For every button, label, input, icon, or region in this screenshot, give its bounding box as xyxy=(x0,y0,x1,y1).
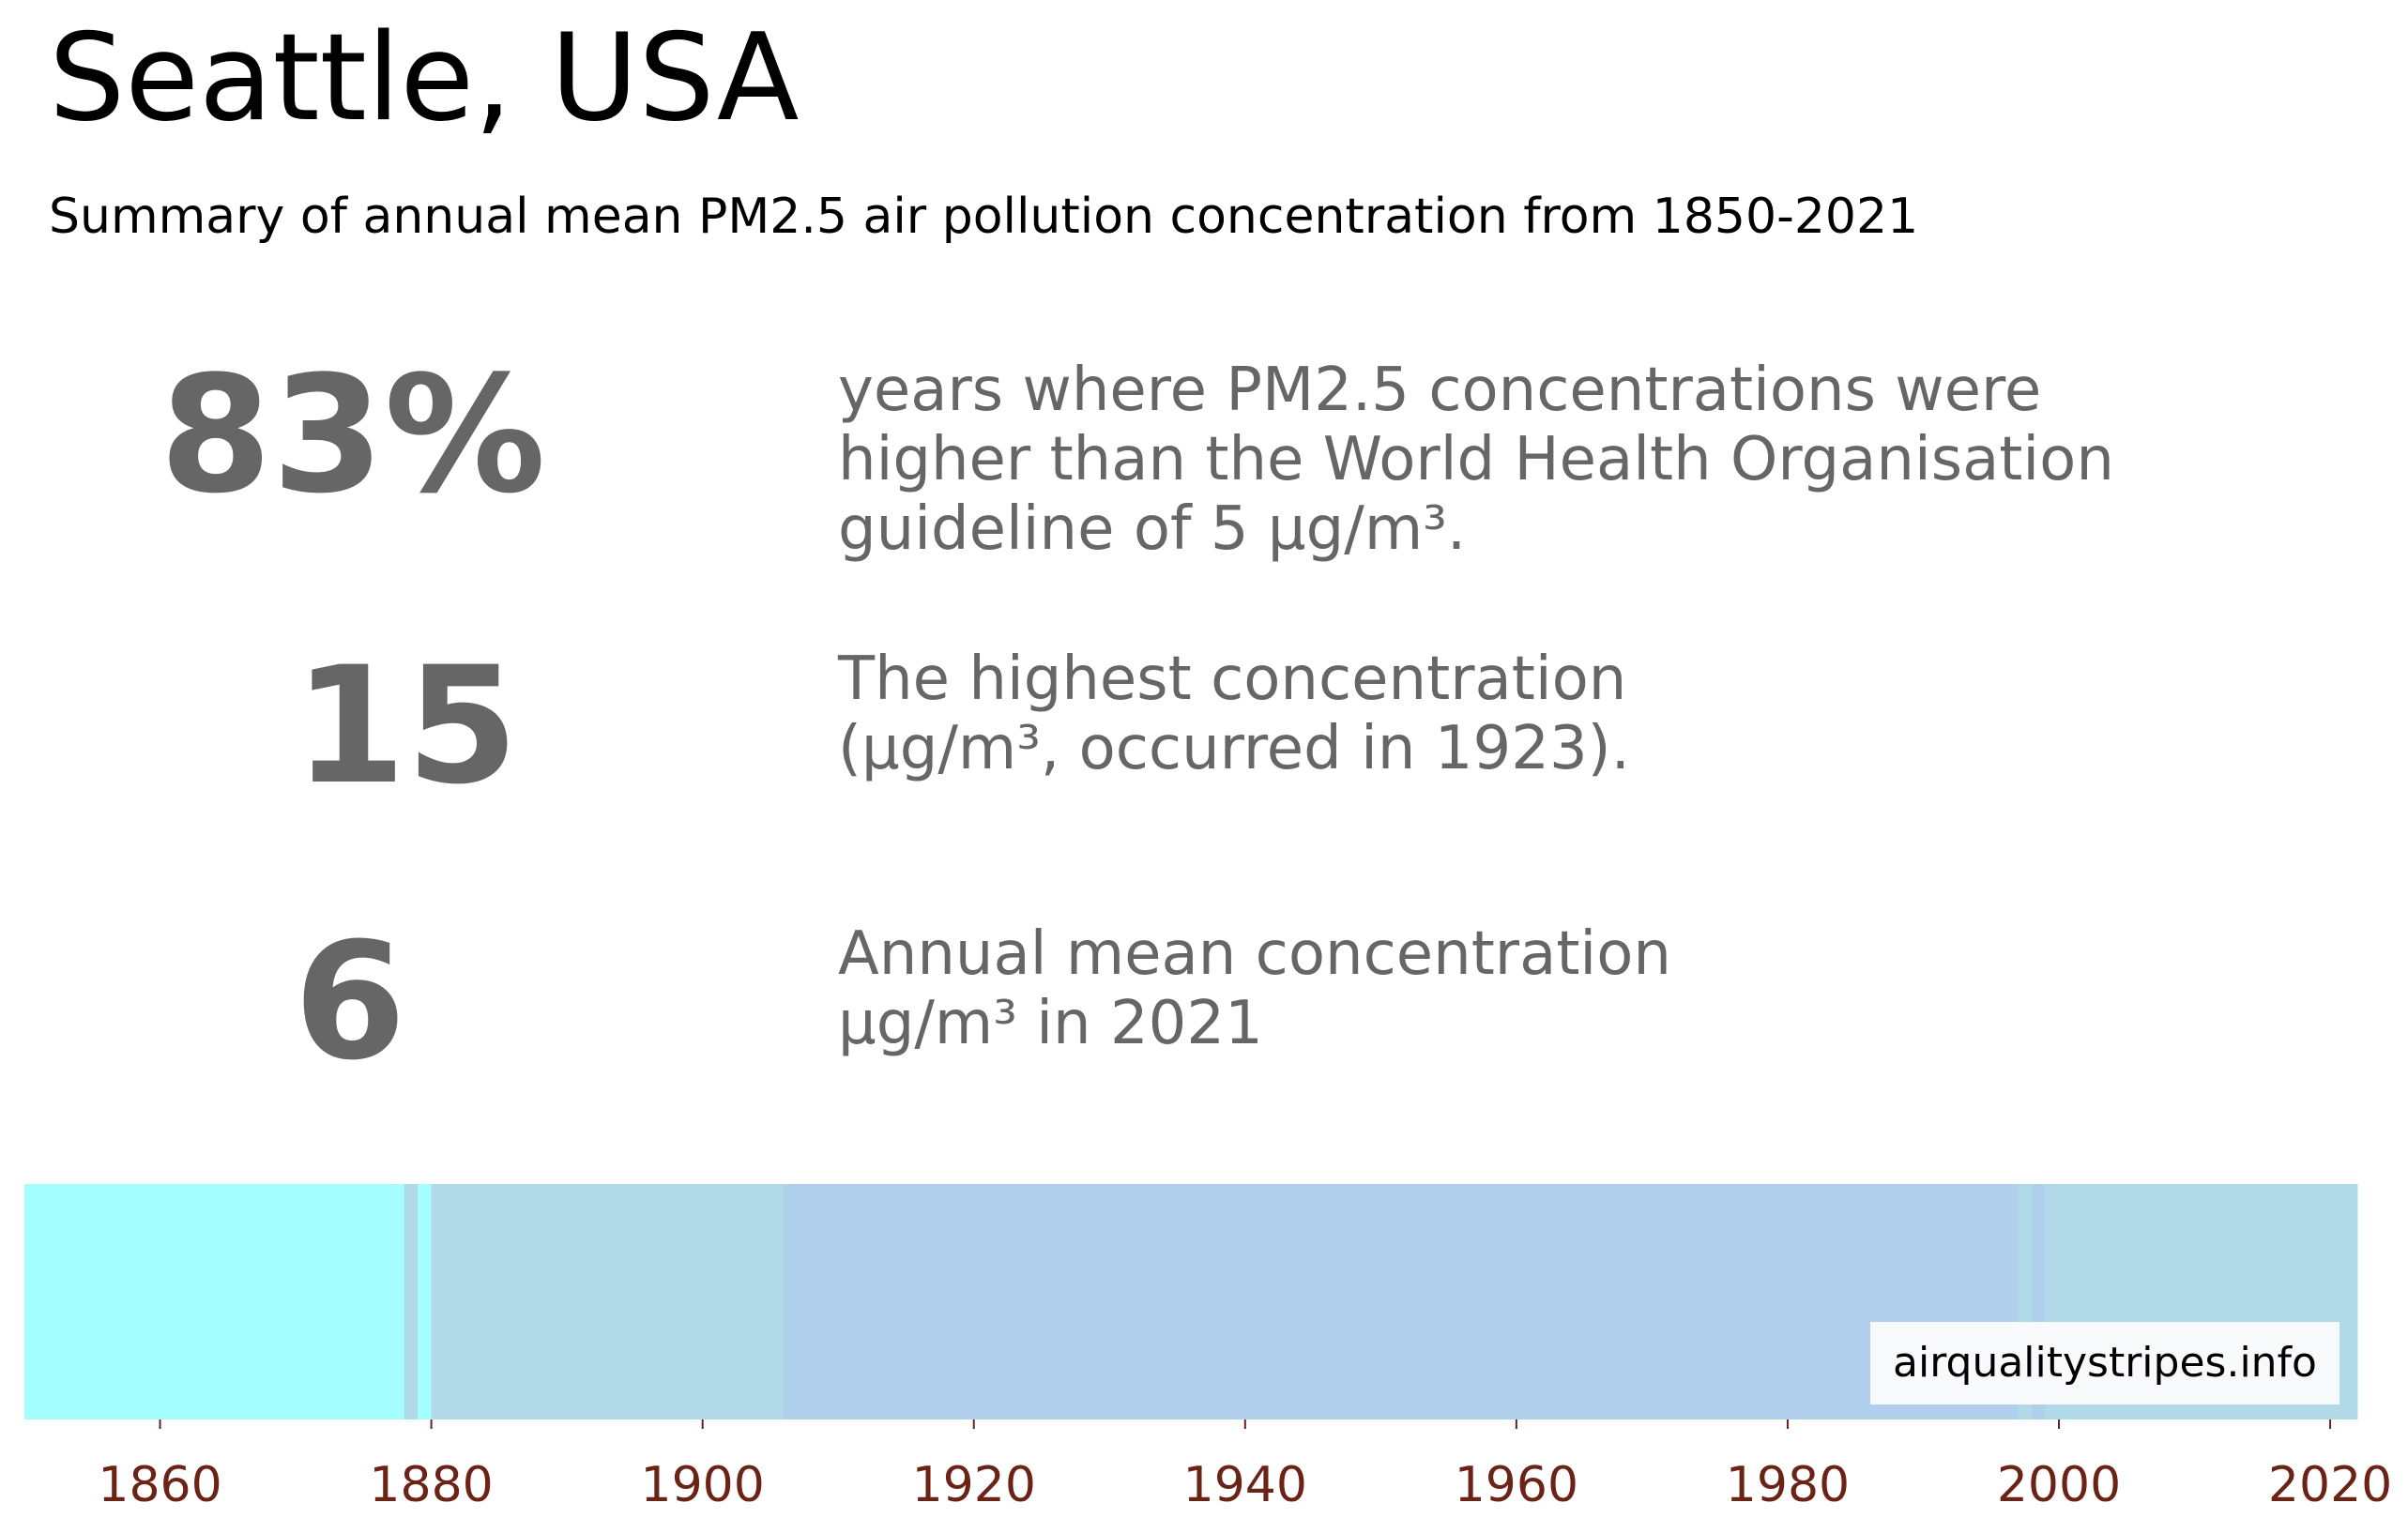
x-tick-label: 2020 xyxy=(2268,1457,2392,1513)
stat-percent-description: years where PM2.5 concentrations were hi… xyxy=(838,356,2114,564)
x-tick-label: 1960 xyxy=(1455,1457,1578,1513)
x-tick-label: 2000 xyxy=(1997,1457,2121,1513)
page-subtitle: Summary of annual mean PM2.5 air polluti… xyxy=(49,189,1919,245)
x-tick-label: 1980 xyxy=(1726,1457,1850,1513)
x-tick-label: 1920 xyxy=(912,1457,1036,1513)
page-title: Seattle, USA xyxy=(49,8,800,148)
stripe-segment-1850 xyxy=(24,1184,405,1419)
stat-percent-value: 83% xyxy=(160,341,546,529)
x-tick-label: 1860 xyxy=(98,1457,221,1513)
x-tick-label: 1900 xyxy=(641,1457,765,1513)
stripe-segment-1878 xyxy=(404,1184,419,1419)
stat-highest-value: 15 xyxy=(294,631,519,820)
x-tick-label: 1880 xyxy=(369,1457,493,1513)
credit-label: airqualitystripes.info xyxy=(1870,1322,2339,1404)
stripe-segment-1906 xyxy=(784,1184,2019,1419)
stripe-segment-1880 xyxy=(431,1184,785,1419)
stat-annual-mean-description: Annual mean concentration µg/m³ in 2021 xyxy=(838,919,1671,1058)
stat-annual-mean-value: 6 xyxy=(294,907,406,1096)
stat-highest-description: The highest concentration (µg/m³, occurr… xyxy=(838,645,1630,783)
stripe-segment-1879 xyxy=(418,1184,433,1419)
x-tick-label: 1940 xyxy=(1183,1457,1307,1513)
